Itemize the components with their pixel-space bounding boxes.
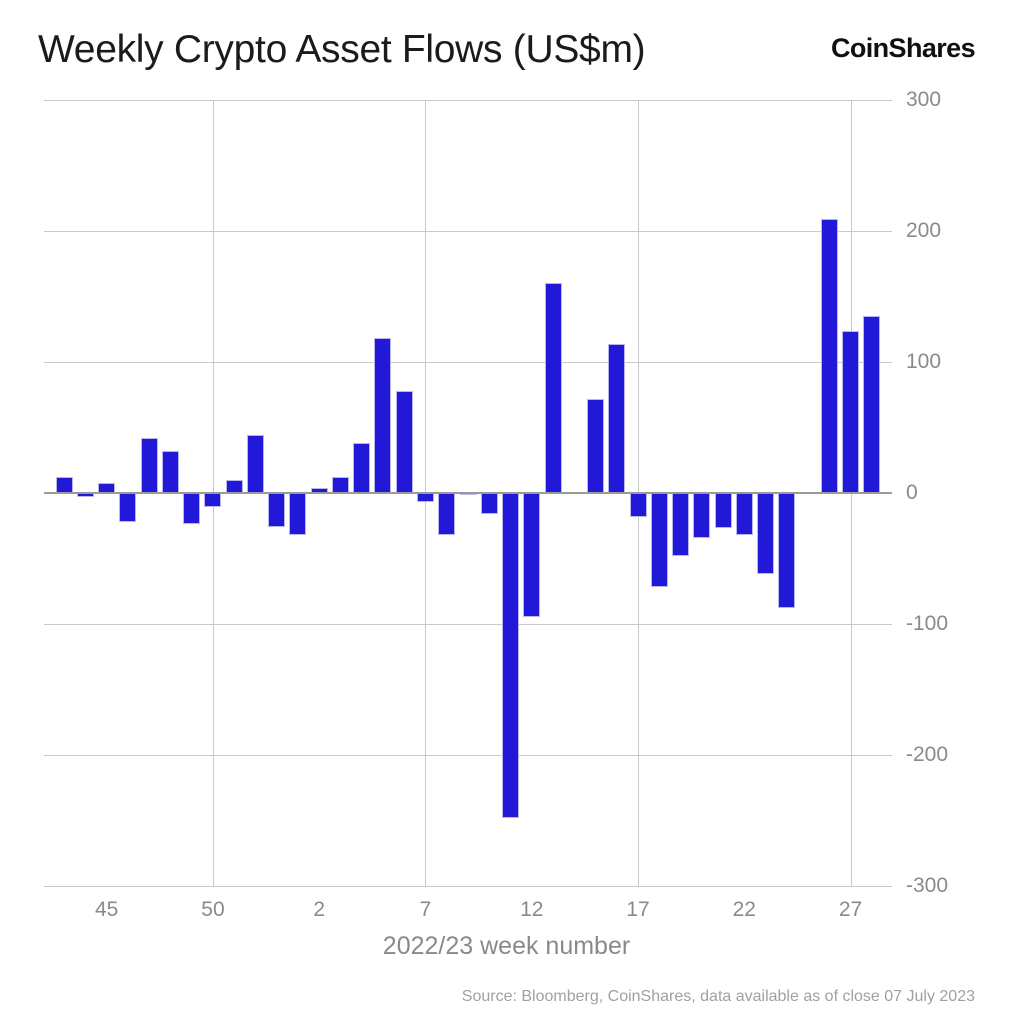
coinshares-logo: CoinShares [830, 33, 976, 63]
x-axis-tick-label: 45 [95, 898, 119, 921]
chart-bar [374, 338, 392, 493]
chart-bar [353, 443, 371, 493]
y-axis-tick-label: 200 [906, 219, 942, 242]
chart-bar [778, 493, 796, 609]
chart-bar [161, 451, 179, 493]
y-axis-tick-label: -100 [906, 612, 949, 635]
chart-bar [395, 390, 413, 493]
chart-bar [820, 219, 838, 493]
gridline-y [44, 624, 892, 625]
chart-bar [672, 493, 690, 556]
chart-bar [55, 477, 73, 493]
chart-bar [204, 493, 222, 508]
gridline-y [44, 755, 892, 756]
x-axis-tick-label: 17 [626, 898, 650, 921]
x-axis-tick-label: 27 [838, 898, 863, 921]
x-axis-tick-label: 50 [201, 898, 225, 921]
bars-layer [44, 100, 892, 886]
chart-bar [268, 493, 286, 528]
chart-bar [693, 493, 711, 538]
page-title: Weekly Crypto Asset Flows (US$m) [38, 28, 646, 71]
y-axis-tick-label: 300 [906, 88, 942, 111]
chart-bar [587, 398, 605, 493]
y-axis-tick-label: -200 [906, 743, 949, 766]
chart-bar [544, 283, 562, 493]
chart-bar [289, 493, 307, 535]
chart-bar [714, 493, 732, 529]
chart-bar [863, 316, 881, 493]
chart-bar [480, 493, 498, 514]
chart-bar [416, 493, 434, 503]
zero-line [44, 492, 892, 494]
chart-bar [119, 493, 137, 522]
chart-bar [650, 493, 668, 588]
chart-bar [629, 493, 647, 517]
x-axis-tick-label: 7 [419, 898, 432, 921]
y-axis-tick-label: 0 [906, 481, 918, 504]
chart-bar [502, 493, 519, 818]
gridline-y [44, 886, 892, 887]
chart-bar [757, 493, 775, 575]
chart-bar [842, 330, 860, 493]
chart-bar [735, 493, 753, 535]
gridline-y [44, 362, 892, 363]
x-axis-tick-label: 2 [313, 898, 326, 921]
y-axis-tick-label: -300 [906, 874, 949, 897]
chart-bar [183, 493, 201, 525]
chart-header: Weekly Crypto Asset Flows (US$m) CoinSha… [0, 0, 1013, 90]
gridline-y [44, 231, 892, 232]
source-note: Source: Bloomberg, CoinShares, data avai… [461, 988, 975, 1005]
chart-bar [331, 477, 349, 493]
chart-bar [140, 437, 158, 493]
chart-bar [246, 435, 264, 493]
chart-bar [523, 493, 541, 618]
x-axis-tick-label: 12 [520, 898, 544, 921]
x-axis-title: 2022/23 week number [382, 932, 631, 960]
y-axis-tick-label: 100 [906, 350, 942, 373]
x-axis-tick-label: 22 [732, 898, 756, 921]
chart-bar [438, 493, 456, 535]
gridline-y [44, 100, 892, 101]
plot-area [44, 100, 892, 887]
chart-bar [608, 343, 626, 493]
